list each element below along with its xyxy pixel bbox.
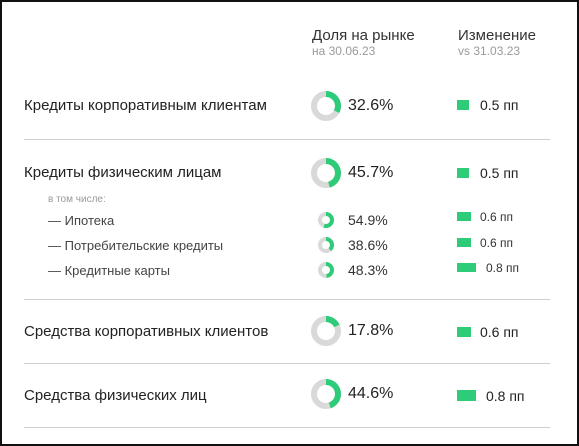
change-bar-corporate-funds bbox=[457, 327, 471, 337]
share-value-retail-funds: 44.6% bbox=[348, 385, 394, 402]
divider bbox=[24, 299, 550, 300]
share-value-corporate-funds: 17.8% bbox=[348, 322, 394, 339]
change-value-mortgage: 0.6 пп bbox=[480, 210, 514, 224]
divider bbox=[24, 139, 550, 140]
change-column-title: Изменение bbox=[458, 27, 536, 44]
share-donut-consumer-loans bbox=[318, 237, 334, 253]
change-value-retail-loans: 0.5 пп bbox=[480, 165, 519, 181]
change-bar-retail-loans bbox=[457, 168, 469, 178]
row-label-corporate-funds: Средства корпоративных клиентов bbox=[24, 323, 269, 340]
share-value-corporate-loans: 32.6% bbox=[348, 97, 394, 114]
change-bar-retail-funds bbox=[457, 390, 476, 401]
donut-arc bbox=[311, 379, 341, 409]
change-bar-corporate-loans bbox=[457, 100, 469, 110]
share-donut-credit-cards bbox=[318, 262, 334, 278]
share-donut-retail-funds bbox=[311, 379, 341, 409]
sub-note: в том числе: bbox=[48, 194, 106, 205]
share-value-mortgage: 54.9% bbox=[348, 212, 388, 228]
share-donut-corporate-loans bbox=[311, 91, 341, 121]
share-value-retail-loans: 45.7% bbox=[348, 164, 394, 181]
donut-arc bbox=[318, 237, 334, 253]
share-donut-mortgage bbox=[318, 212, 334, 228]
share-donut-retail-loans bbox=[311, 158, 341, 188]
share-donut-corporate-funds bbox=[311, 316, 341, 346]
donut-arc bbox=[311, 91, 341, 121]
sub-label-credit-cards: — Кредитные карты bbox=[48, 263, 170, 278]
row-label-retail-loans: Кредиты физическим лицам bbox=[24, 164, 222, 181]
change-bar-consumer-loans bbox=[457, 238, 471, 247]
divider bbox=[24, 363, 550, 364]
change-value-corporate-funds: 0.6 пп bbox=[480, 324, 519, 340]
sub-label-consumer-loans: — Потребительские кредиты bbox=[48, 238, 224, 253]
donut-arc bbox=[318, 212, 334, 228]
share-column-date: на 30.06.23 bbox=[312, 44, 376, 58]
change-value-consumer-loans: 0.6 пп bbox=[480, 236, 514, 250]
change-value-retail-funds: 0.8 пп bbox=[486, 388, 525, 404]
donut-arc bbox=[311, 158, 341, 188]
donut-arc bbox=[311, 316, 341, 346]
row-label-retail-funds: Средства физических лиц bbox=[24, 387, 207, 404]
change-value-credit-cards: 0.8 пп bbox=[486, 261, 520, 275]
change-column-vs: vs 31.03.23 bbox=[458, 44, 521, 58]
donut-arc bbox=[318, 262, 334, 278]
share-column-title: Доля на рынке bbox=[312, 27, 415, 44]
change-bar-mortgage bbox=[457, 212, 471, 221]
sub-label-mortgage: — Ипотека bbox=[48, 213, 115, 228]
change-value-corporate-loans: 0.5 пп bbox=[480, 97, 519, 113]
share-value-credit-cards: 48.3% bbox=[348, 262, 388, 278]
change-bar-credit-cards bbox=[457, 263, 476, 272]
row-label-corporate-loans: Кредиты корпоративным клиентам bbox=[24, 97, 267, 114]
share-value-consumer-loans: 38.6% bbox=[348, 237, 388, 253]
divider bbox=[24, 427, 550, 428]
